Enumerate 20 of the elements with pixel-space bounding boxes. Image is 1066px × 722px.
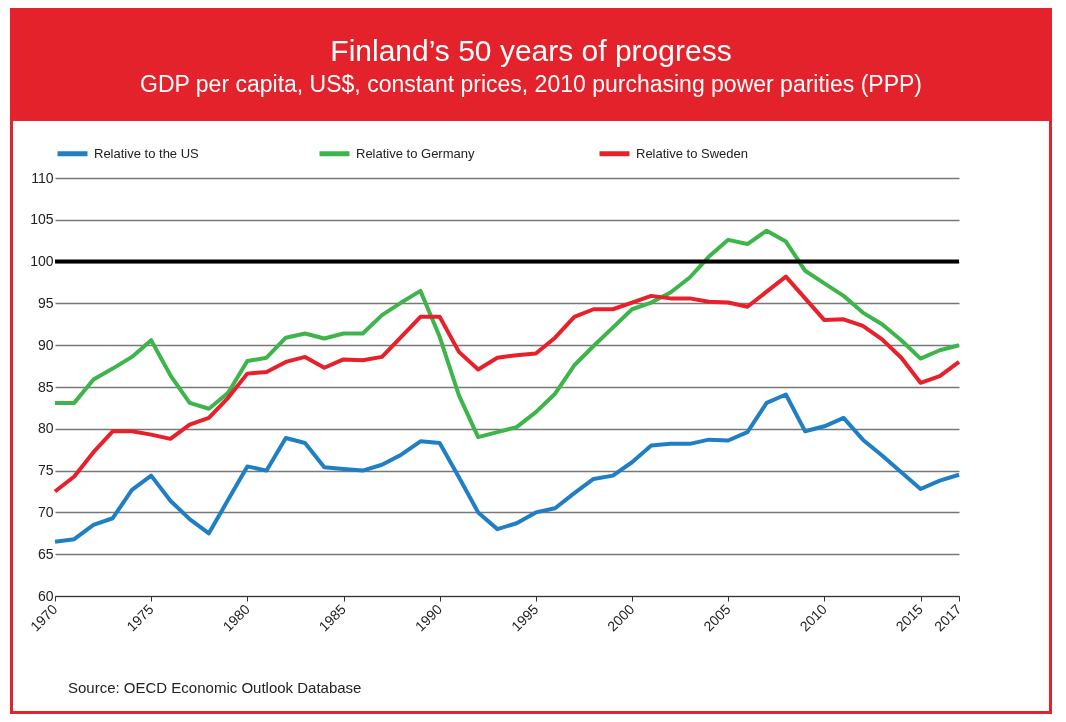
line-series xyxy=(53,392,961,544)
chart-title: Finland’s 50 years of progress xyxy=(329,33,733,69)
y-tick-label: 90 xyxy=(37,336,54,353)
legend-label: Relative to Sweden xyxy=(636,145,749,161)
line-series xyxy=(53,228,961,440)
y-tick-label: 65 xyxy=(37,545,54,562)
legend-label: Relative to the US xyxy=(94,145,200,161)
y-tick-label: 100 xyxy=(30,253,54,270)
y-tick-label: 110 xyxy=(31,169,54,186)
y-tick-label: 75 xyxy=(37,462,54,479)
source-note: Source: OECD Economic Outlook Database xyxy=(68,679,362,696)
y-tick-label: 95 xyxy=(37,294,54,311)
y-tick-label: 85 xyxy=(37,378,54,395)
line-series xyxy=(53,274,961,494)
chart-subtitle: GDP per capita, US$, constant prices, 2010 purchasing power parities (PPP) xyxy=(139,70,923,99)
y-tick-label: 105 xyxy=(30,211,54,228)
y-tick-label: 80 xyxy=(37,420,54,437)
y-tick-label: 70 xyxy=(37,503,54,520)
legend-label: Relative to Germany xyxy=(356,145,475,161)
y-tick-label: 60 xyxy=(37,587,54,604)
